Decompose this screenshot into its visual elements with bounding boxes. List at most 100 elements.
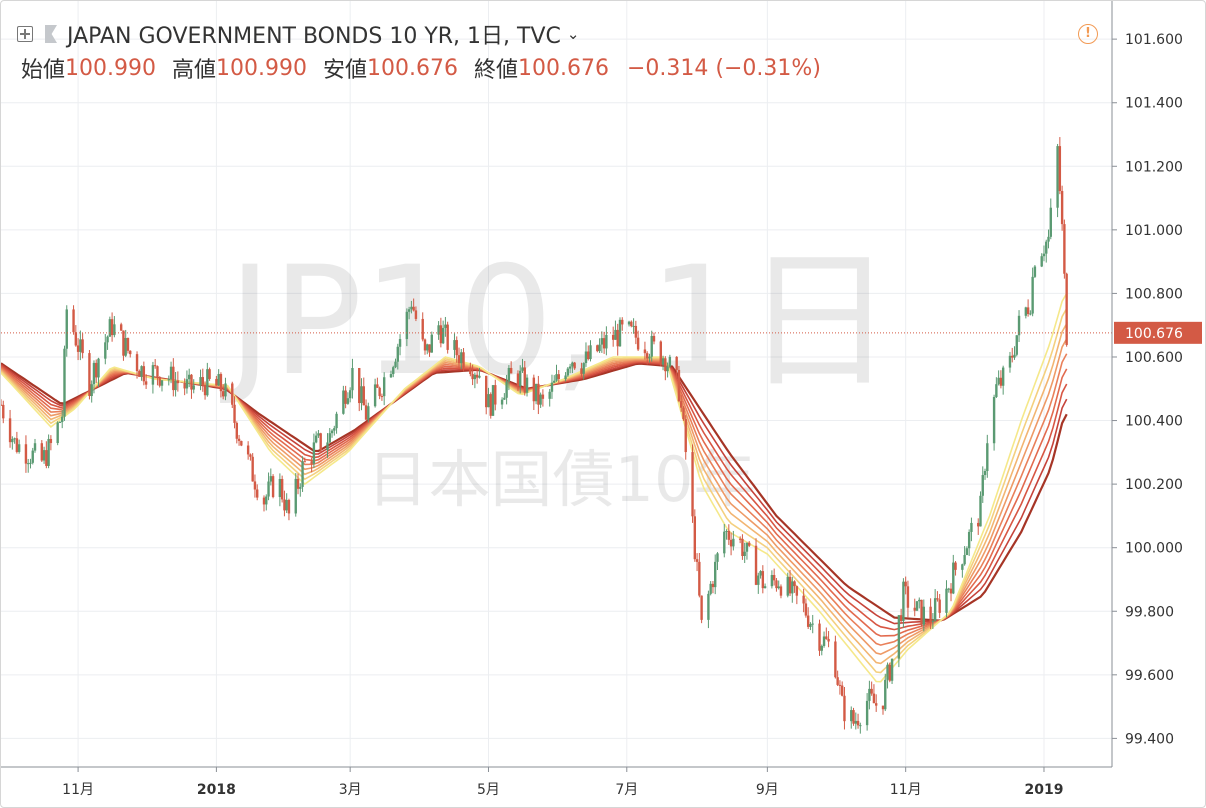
candle-body bbox=[791, 581, 794, 594]
candle-body bbox=[285, 499, 288, 511]
candle bbox=[636, 330, 640, 352]
candle-body bbox=[727, 530, 731, 540]
candle bbox=[825, 627, 828, 640]
candle bbox=[1049, 198, 1052, 240]
candle-body bbox=[63, 348, 66, 417]
candle-body bbox=[104, 342, 107, 359]
chevron-down-icon[interactable]: ⌄ bbox=[566, 25, 580, 43]
candle bbox=[233, 396, 236, 429]
candle bbox=[618, 317, 622, 347]
open-value: 100.990 bbox=[65, 55, 156, 81]
candle-body bbox=[775, 580, 778, 589]
high-value: 100.990 bbox=[216, 55, 307, 81]
candle bbox=[621, 317, 624, 331]
candle-body bbox=[478, 375, 481, 378]
candle bbox=[1017, 310, 1021, 342]
candle-body bbox=[852, 710, 855, 724]
candle-body bbox=[158, 376, 161, 386]
candle-body bbox=[1033, 266, 1037, 277]
candle bbox=[965, 546, 969, 556]
candle bbox=[890, 658, 894, 684]
candle-body bbox=[573, 362, 576, 369]
candle bbox=[788, 569, 792, 597]
candle bbox=[63, 345, 66, 421]
candle-body bbox=[723, 531, 726, 554]
candle bbox=[505, 374, 508, 405]
candle bbox=[110, 312, 114, 342]
candle-body bbox=[110, 319, 114, 336]
candle bbox=[967, 529, 971, 556]
candle-body bbox=[614, 329, 617, 340]
candle bbox=[906, 580, 910, 618]
candle bbox=[56, 421, 59, 446]
candle-body bbox=[217, 374, 220, 386]
candle bbox=[541, 389, 545, 407]
candle-body bbox=[888, 664, 891, 681]
candle bbox=[491, 384, 495, 417]
candle-body bbox=[45, 450, 48, 466]
candle bbox=[203, 381, 207, 400]
candle-body bbox=[809, 624, 812, 627]
candle-body bbox=[396, 346, 399, 362]
candle-body bbox=[144, 381, 148, 385]
candle-body bbox=[564, 375, 567, 380]
candle bbox=[335, 411, 338, 434]
candle bbox=[455, 336, 458, 363]
candle-body bbox=[394, 361, 397, 368]
candle bbox=[865, 693, 869, 731]
candle bbox=[249, 453, 252, 461]
candle bbox=[1058, 137, 1062, 195]
candle bbox=[81, 333, 84, 359]
candle-body bbox=[611, 334, 615, 340]
candle bbox=[761, 565, 765, 594]
candle bbox=[328, 428, 331, 443]
candle bbox=[949, 583, 953, 602]
candle-body bbox=[1063, 224, 1066, 274]
candle bbox=[348, 387, 352, 403]
candle bbox=[961, 563, 964, 578]
candle bbox=[759, 570, 762, 579]
candle-body bbox=[1045, 241, 1048, 254]
candle bbox=[548, 388, 551, 407]
candle bbox=[852, 707, 855, 726]
candle bbox=[192, 379, 195, 394]
candle bbox=[602, 331, 606, 354]
candle-body bbox=[741, 538, 744, 557]
candle-body bbox=[319, 433, 322, 451]
candle-body bbox=[471, 373, 474, 380]
candle bbox=[314, 431, 318, 444]
candle-body bbox=[246, 445, 250, 455]
candle-body bbox=[954, 562, 957, 570]
plus-square-icon[interactable] bbox=[17, 26, 33, 42]
candle-body bbox=[201, 377, 204, 385]
candle-body bbox=[777, 586, 780, 589]
candle bbox=[494, 379, 497, 411]
candle bbox=[1042, 245, 1046, 262]
candle-body bbox=[156, 366, 159, 377]
candle-body bbox=[33, 443, 37, 451]
candle-body bbox=[605, 334, 608, 349]
candle bbox=[428, 344, 431, 357]
candle-body bbox=[412, 306, 415, 311]
candle-body bbox=[838, 684, 842, 686]
candle bbox=[918, 597, 921, 609]
candle-body bbox=[256, 489, 259, 498]
candle-body bbox=[1058, 146, 1062, 192]
candle bbox=[997, 370, 1000, 386]
candle bbox=[500, 397, 504, 410]
candle-body bbox=[76, 345, 80, 352]
candle bbox=[333, 425, 336, 436]
candle-body bbox=[231, 383, 234, 405]
candle-body bbox=[630, 321, 633, 327]
candle-body bbox=[668, 356, 672, 367]
candle bbox=[714, 554, 717, 595]
candle-body bbox=[378, 387, 381, 397]
candle bbox=[659, 340, 662, 367]
candle-body bbox=[500, 399, 504, 405]
candle bbox=[446, 321, 449, 354]
candle-body bbox=[834, 641, 837, 678]
alert-circle-icon[interactable]: ! bbox=[1078, 24, 1098, 44]
candle-body bbox=[199, 377, 202, 386]
candle bbox=[836, 670, 839, 687]
